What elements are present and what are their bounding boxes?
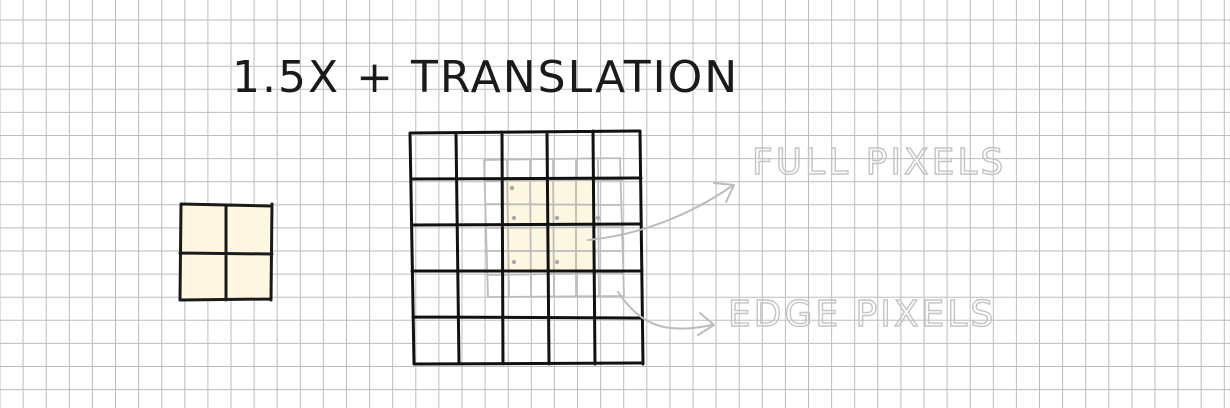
edge-pixels-label: EDGE PIXELS xyxy=(728,294,996,335)
source-grid xyxy=(178,202,274,302)
full-pixel-dots xyxy=(509,185,601,265)
full-pixels-arrow xyxy=(587,185,733,241)
target-grid-lines xyxy=(408,129,645,366)
full-pixels-arrowhead xyxy=(713,182,735,203)
full-pixels-label: FULL PIXELS xyxy=(752,142,1006,183)
edge-pixels-arrowhead xyxy=(697,312,715,336)
source-grid-lines xyxy=(178,202,274,302)
annotation-arrows xyxy=(587,182,735,336)
edge-pixels-arrow xyxy=(617,291,713,330)
target-grid xyxy=(408,129,645,366)
diagram-title: 1.5X + TRANSLATION xyxy=(232,52,739,103)
overlay-grid-lines xyxy=(483,157,625,298)
